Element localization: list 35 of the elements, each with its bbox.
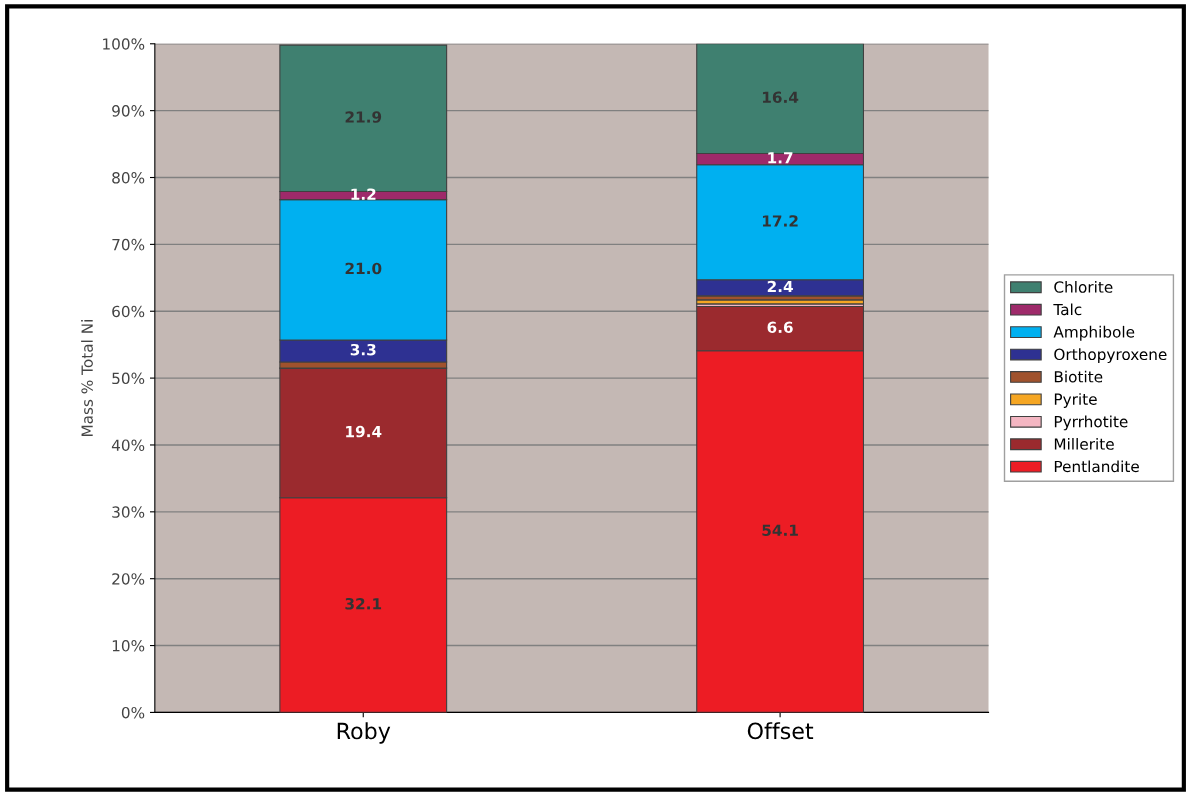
data-label: 6.6 xyxy=(767,321,793,334)
legend-label: Millerite xyxy=(1054,437,1114,450)
data-label: 19.4 xyxy=(346,425,382,438)
data-label: 32.1 xyxy=(345,597,382,610)
y-axis-title: Mass % Total Ni xyxy=(81,320,93,437)
y-tick-label: 60% xyxy=(112,305,145,318)
data-label: 1.2 xyxy=(351,188,376,200)
data-label: 1.7 xyxy=(768,152,793,164)
legend-label: Orthopyroxene xyxy=(1054,348,1167,364)
data-label: 16.4 xyxy=(762,91,799,104)
legend-label: Pyrrhotite xyxy=(1054,415,1128,431)
legend-label: Amphibole xyxy=(1053,325,1135,341)
y-tick-label: 50% xyxy=(112,372,145,385)
legend-label: Talc xyxy=(1053,303,1082,316)
y-tick-label: 20% xyxy=(112,573,145,585)
y-tick-label: 0% xyxy=(121,706,145,719)
data-label: 2.4 xyxy=(767,280,793,293)
legend-label: Biotite xyxy=(1054,370,1103,383)
y-tick-label: 100% xyxy=(103,38,145,50)
x-tick-label: Offset xyxy=(747,722,814,740)
y-tick-label: 70% xyxy=(112,238,145,251)
y-tick-label: 10% xyxy=(112,640,145,652)
y-tick-label: 30% xyxy=(112,506,145,518)
data-label: 21.0 xyxy=(345,262,382,275)
y-tick-label: 40% xyxy=(111,439,145,451)
x-tick-label: Roby xyxy=(337,722,391,744)
data-label: 54.1 xyxy=(762,524,798,536)
legend-label: Pentlandite xyxy=(1054,460,1139,473)
data-label: 21.9 xyxy=(345,111,382,123)
data-label: 3.3 xyxy=(350,343,376,356)
y-tick-label: 90% xyxy=(112,105,145,117)
legend-label: Pyrite xyxy=(1054,393,1097,408)
data-label: 17.2 xyxy=(762,215,798,227)
y-tick-label: 80% xyxy=(112,171,145,184)
legend-label: Chlorite xyxy=(1054,281,1113,293)
